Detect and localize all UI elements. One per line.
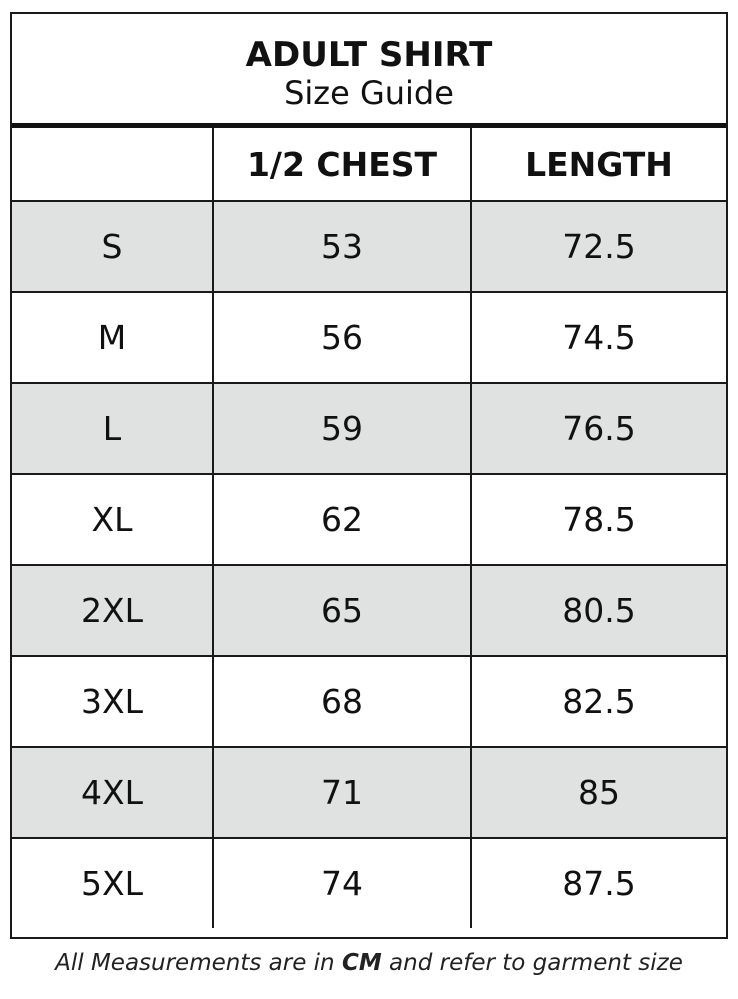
cell-size: L — [12, 382, 214, 475]
cell-chest: 56 — [212, 291, 472, 384]
table-row: 5XL 74 87.5 — [12, 837, 726, 928]
footer-unit: CM — [341, 950, 382, 976]
cell-length: 72.5 — [470, 200, 726, 293]
size-table: 1/2 CHEST LENGTH S 53 72.5 M 56 74.5 L 59 76.5 XL… — [12, 128, 726, 928]
header-chest: 1/2 CHEST — [212, 128, 472, 202]
cell-length: 85 — [470, 746, 726, 839]
cell-size: XL — [12, 473, 214, 566]
cell-length: 80.5 — [470, 564, 726, 657]
cell-chest: 53 — [212, 200, 472, 293]
cell-size: M — [12, 291, 214, 384]
cell-size: 2XL — [12, 564, 214, 657]
cell-size: 5XL — [12, 837, 214, 928]
cell-chest: 62 — [212, 473, 472, 566]
cell-size: S — [12, 200, 214, 293]
subtitle: Size Guide — [284, 74, 454, 112]
table-row: 3XL 68 82.5 — [12, 655, 726, 748]
header-size — [12, 128, 214, 202]
cell-chest: 71 — [212, 746, 472, 839]
table-row: M 56 74.5 — [12, 291, 726, 384]
cell-length: 74.5 — [470, 291, 726, 384]
table-row: L 59 76.5 — [12, 382, 726, 475]
footer-text: All Measurements are in — [55, 950, 342, 976]
cell-length: 78.5 — [470, 473, 726, 566]
cell-chest: 65 — [212, 564, 472, 657]
footer-note: All Measurements are in CM and refer to … — [0, 950, 738, 976]
title: ADULT SHIRT — [245, 35, 493, 75]
cell-chest: 68 — [212, 655, 472, 748]
footer-text-end: and refer to garment size — [381, 950, 683, 976]
cell-length: 87.5 — [470, 837, 726, 928]
cell-chest: 59 — [212, 382, 472, 475]
cell-length: 82.5 — [470, 655, 726, 748]
title-block: ADULT SHIRT Size Guide — [12, 14, 726, 128]
cell-size: 3XL — [12, 655, 214, 748]
table-row: 2XL 65 80.5 — [12, 564, 726, 657]
cell-size: 4XL — [12, 746, 214, 839]
header-length: LENGTH — [470, 128, 726, 202]
table-row: XL 62 78.5 — [12, 473, 726, 566]
cell-length: 76.5 — [470, 382, 726, 475]
cell-chest: 74 — [212, 837, 472, 928]
header-row: 1/2 CHEST LENGTH — [12, 128, 726, 202]
table-row: S 53 72.5 — [12, 200, 726, 293]
size-guide-table: ADULT SHIRT Size Guide 1/2 CHEST LENGTH … — [10, 12, 728, 939]
table-row: 4XL 71 85 — [12, 746, 726, 839]
